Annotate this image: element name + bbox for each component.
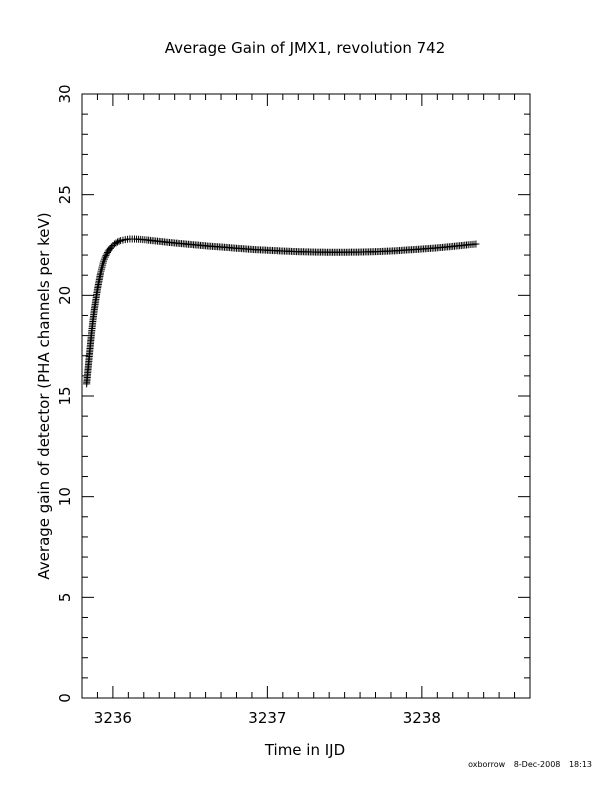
- data-point: [101, 253, 109, 261]
- y-axis-label: Average gain of detector (PHA channels p…: [35, 212, 53, 579]
- y-tick-label: 30: [56, 84, 74, 103]
- data-point: [103, 249, 111, 257]
- y-tick-label: 0: [56, 693, 74, 703]
- y-tick-label: 5: [56, 593, 74, 603]
- data-series: [83, 235, 480, 388]
- y-tick-label: 20: [56, 286, 74, 305]
- x-tick-label: 3238: [403, 709, 441, 727]
- x-axis-label: Time in IJD: [264, 741, 345, 759]
- y-tick-label: 10: [56, 487, 74, 506]
- data-point: [103, 250, 111, 258]
- y-axis: 0 5 10 15 20 25 30: [56, 84, 530, 703]
- chart-title: Average Gain of JMX1, revolution 742: [165, 39, 446, 57]
- x-tick-label: 3237: [248, 709, 286, 727]
- x-axis: 3236 3237 3238: [81, 94, 531, 727]
- data-point: [472, 240, 480, 248]
- footer-user: oxborrow: [468, 760, 506, 769]
- plot-frame: [81, 93, 531, 699]
- data-point: [107, 243, 115, 251]
- data-point: [114, 238, 122, 246]
- data-point: [115, 237, 123, 245]
- y-tick-label: 15: [56, 386, 74, 405]
- footer-date: 8-Dec-2008: [513, 760, 561, 769]
- data-point: [112, 239, 120, 247]
- y-tick-label: 25: [56, 185, 74, 204]
- x-tick-label: 3236: [94, 709, 132, 727]
- data-point: [102, 252, 110, 260]
- footer-stamp: oxborrow 8-Dec-2008 18:13: [462, 760, 592, 769]
- footer-time: 18:13: [568, 760, 592, 769]
